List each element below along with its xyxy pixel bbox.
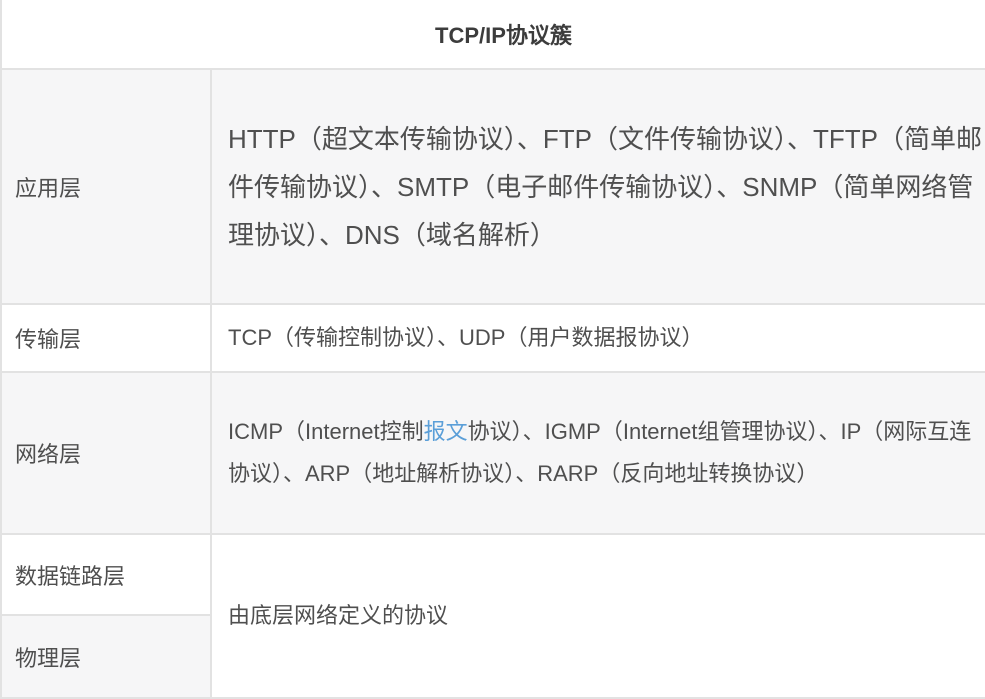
protocols-cell-lower-layers: 由底层网络定义的协议 xyxy=(210,533,985,699)
table-row-transport-layer: 传输层 TCP（传输控制协议）、UDP（用户数据报协议） xyxy=(0,303,985,373)
layer-cell-application: 应用层 xyxy=(0,68,212,305)
layer-cell-transport: 传输层 xyxy=(0,303,212,373)
protocols-cell-network: ICMP（Internet控制报文协议）、IGMP（Internet组管理协议）… xyxy=(210,371,985,535)
baowen-link[interactable]: 报文 xyxy=(423,419,468,444)
protocols-text-after-link: 协议）、IGMP（Internet组管理协议）、IP（网际互连协议）、ARP（地… xyxy=(228,419,972,486)
layer-cell-network: 网络层 xyxy=(0,371,212,535)
table-header-row: TCP/IP协议簇 xyxy=(0,0,985,70)
layer-cell-datalink: 数据链路层 xyxy=(0,533,212,616)
table-row-network-layer: 网络层 ICMP（Internet控制报文协议）、IGMP（Internet组管… xyxy=(0,371,985,535)
protocols-text-before-link: ICMP（Internet控制 xyxy=(228,419,424,444)
protocols-cell-transport: TCP（传输控制协议）、UDP（用户数据报协议） xyxy=(210,303,985,373)
layer-cell-physical: 物理层 xyxy=(0,614,212,699)
table-row-datalink-layer: 数据链路层 由底层网络定义的协议 xyxy=(0,533,985,699)
protocols-cell-application: HTTP（超文本传输协议）、FTP（文件传输协议）、TFTP（简单邮件传输协议）… xyxy=(210,68,985,305)
table-title: TCP/IP协议簇 xyxy=(0,0,985,70)
table-row-application-layer: 应用层 HTTP（超文本传输协议）、FTP（文件传输协议）、TFTP（简单邮件传… xyxy=(0,68,985,305)
